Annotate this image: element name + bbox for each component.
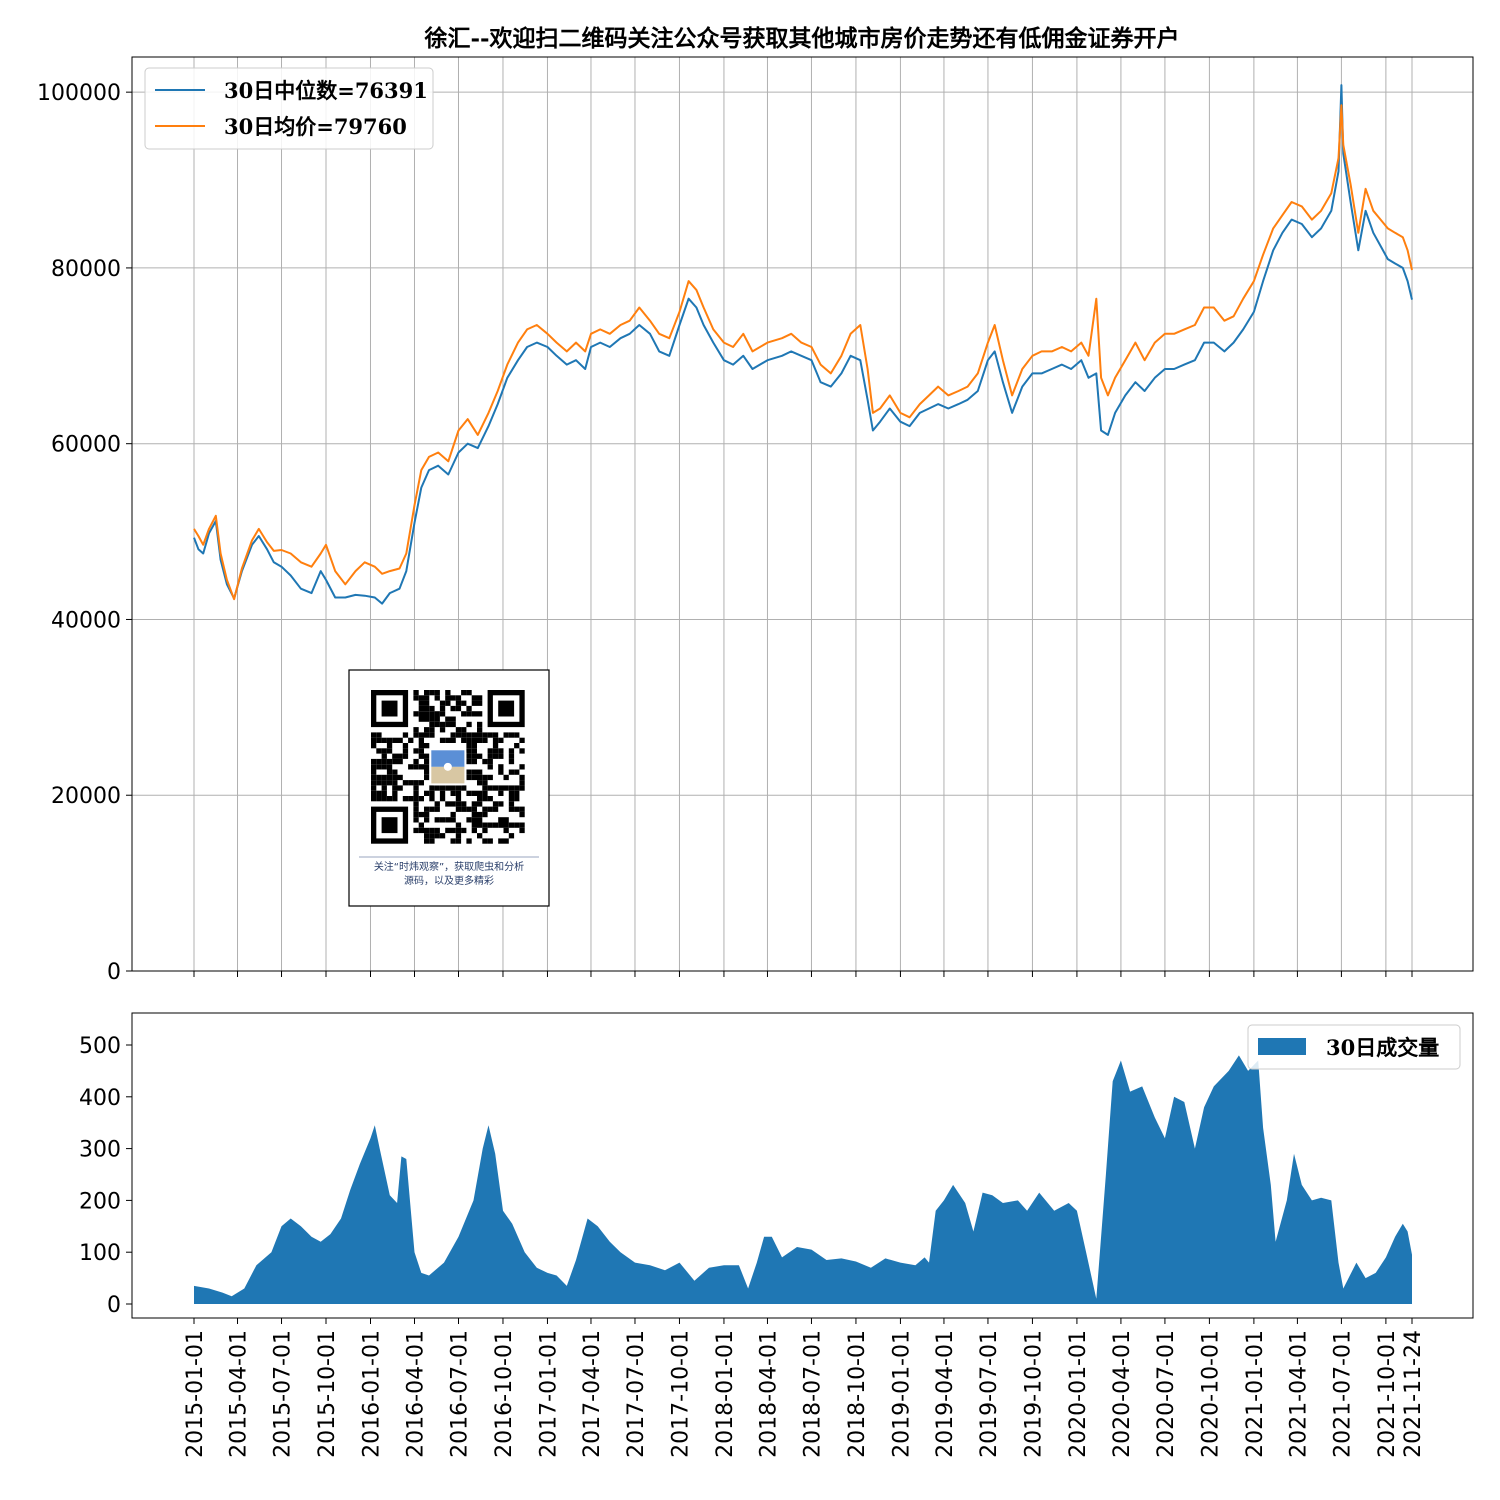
bottom-y-tick-label: 300 bbox=[79, 1138, 121, 1163]
top-gridlines bbox=[132, 57, 1473, 971]
top-y-axis: 0 20000 40000 60000 80000 100000 bbox=[37, 81, 132, 985]
bottom-y-tick-label: 400 bbox=[79, 1086, 121, 1111]
x-tick-label: 2019-07-01 bbox=[977, 1330, 1002, 1458]
x-tick-label: 2015-04-01 bbox=[227, 1330, 252, 1458]
x-tick-label: 2020-10-01 bbox=[1198, 1330, 1223, 1458]
x-tick-label: 2018-04-01 bbox=[757, 1330, 782, 1458]
bottom-y-axis: 0 100 200 300 400 500 bbox=[79, 1034, 132, 1318]
x-tick-label: 2016-01-01 bbox=[360, 1330, 385, 1458]
x-tick-label: 2015-01-01 bbox=[183, 1330, 208, 1458]
x-tick-label: 2016-10-01 bbox=[492, 1330, 517, 1458]
chart-title: 徐汇--欢迎扫二维码关注公众号获取其他城市房价走势还有低佣金证券开户 bbox=[423, 25, 1179, 52]
x-tick-label: 2021-11-24 bbox=[1401, 1330, 1426, 1458]
top-y-tick-label: 40000 bbox=[51, 608, 121, 633]
bottom-y-tick-label: 200 bbox=[79, 1189, 121, 1214]
bottom-y-tick-label: 100 bbox=[79, 1241, 121, 1266]
x-tick-label: 2016-07-01 bbox=[448, 1330, 473, 1458]
top-y-tick-label: 100000 bbox=[37, 81, 121, 106]
x-tick-label: 2015-07-01 bbox=[271, 1330, 296, 1458]
top-plot-frame bbox=[131, 56, 1474, 972]
median-price-line bbox=[193, 84, 1413, 605]
legend-mean: 30日均价=79760 bbox=[224, 114, 407, 139]
x-tick-label: 2016-04-01 bbox=[404, 1330, 429, 1458]
x-tick-label: 2019-10-01 bbox=[1021, 1330, 1046, 1458]
x-tick-label: 2021-07-01 bbox=[1330, 1330, 1355, 1458]
x-tick-label: 2018-01-01 bbox=[713, 1330, 738, 1458]
top-y-tick-label: 80000 bbox=[51, 257, 121, 282]
qr-caption-line1: 关注“时炜观察”，获取爬虫和分析 bbox=[374, 860, 524, 873]
qr-code-icon bbox=[371, 690, 525, 844]
x-tick-label: 2017-07-01 bbox=[624, 1330, 649, 1458]
x-tick-label: 2021-10-01 bbox=[1375, 1330, 1400, 1458]
x-tick-label: 2021-04-01 bbox=[1286, 1330, 1311, 1458]
legend-median: 30日中位数=76391 bbox=[224, 78, 428, 103]
x-tick-label: 2019-04-01 bbox=[933, 1330, 958, 1458]
volume-area bbox=[194, 1055, 1412, 1304]
legend-volume: 30日成交量 bbox=[1326, 1035, 1439, 1060]
x-tick-label: 2020-01-01 bbox=[1066, 1330, 1091, 1458]
qr-card: 关注“时炜观察”，获取爬虫和分析 源码，以及更多精彩 bbox=[348, 669, 550, 907]
bottom-plot-frame bbox=[131, 1012, 1474, 1319]
volume-area-fill bbox=[194, 1055, 1412, 1304]
qr-caption-line2: 源码，以及更多精彩 bbox=[404, 874, 494, 887]
bottom-y-tick-label: 500 bbox=[79, 1034, 121, 1059]
top-y-tick-label: 60000 bbox=[51, 433, 121, 458]
top-series-lines bbox=[193, 84, 1413, 605]
top-y-tick-label: 0 bbox=[107, 960, 121, 985]
x-tick-label: 2017-01-01 bbox=[537, 1330, 562, 1458]
x-tick-label: 2015-10-01 bbox=[315, 1330, 340, 1458]
bottom-legend: 30日成交量 bbox=[1247, 1024, 1461, 1070]
x-tick-label: 2021-01-01 bbox=[1243, 1330, 1268, 1458]
x-tick-label: 2019-01-01 bbox=[889, 1330, 914, 1458]
x-tick-label: 2018-07-01 bbox=[801, 1330, 826, 1458]
x-tick-label: 2020-07-01 bbox=[1154, 1330, 1179, 1458]
x-tick-label: 2018-10-01 bbox=[845, 1330, 870, 1458]
bottom-y-tick-label: 0 bbox=[107, 1293, 121, 1318]
top-y-tick-label: 20000 bbox=[51, 784, 121, 809]
mean-price-line bbox=[193, 104, 1413, 601]
x-axis: 2015-01-01 2015-04-01 2015-07-01 2015-10-01… bbox=[183, 971, 1426, 1458]
x-tick-label: 2020-04-01 bbox=[1110, 1330, 1135, 1458]
x-tick-label: 2017-10-01 bbox=[669, 1330, 694, 1458]
x-tick-label: 2017-04-01 bbox=[580, 1330, 605, 1458]
top-legend: 30日中位数=76391 30日均价=79760 bbox=[144, 67, 434, 150]
